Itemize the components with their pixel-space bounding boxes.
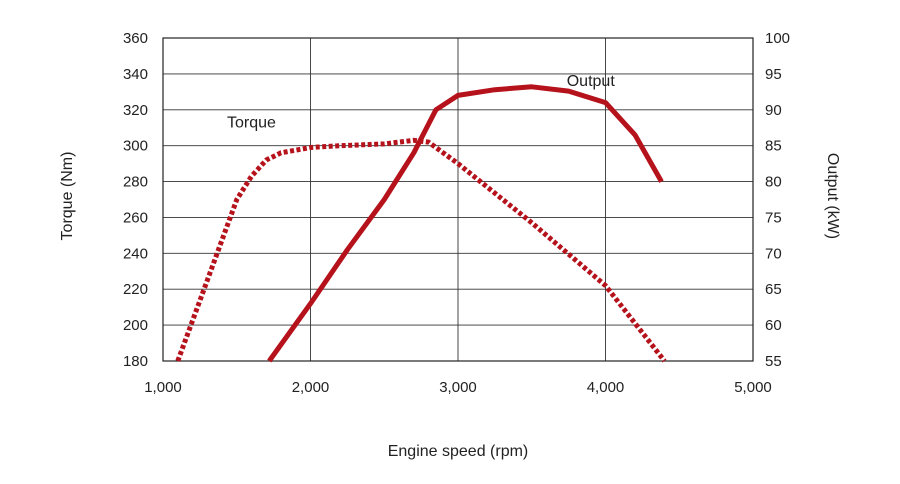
y-right-tick-label: 95 [765, 66, 782, 83]
y-right-tick-label: 75 [765, 209, 782, 226]
y-right-tick-label: 70 [765, 245, 782, 262]
x-tick-label: 3,000 [439, 379, 477, 396]
x-tick-label: 4,000 [587, 379, 625, 396]
y-left-tick-label: 340 [123, 66, 148, 83]
y-left-tick-label: 260 [123, 209, 148, 226]
y-left-tick-label: 300 [123, 138, 148, 155]
x-axis-label: Engine speed (rpm) [388, 443, 529, 460]
y-left-tick-label: 240 [123, 245, 148, 262]
y-axis-right-label: Output (kW) [824, 153, 841, 239]
y-left-tick-label: 360 [123, 30, 148, 47]
y-right-tick-label: 60 [765, 317, 782, 334]
output-series-label: Output [567, 73, 616, 90]
y-right-tick-label: 100 [765, 30, 790, 47]
x-tick-label: 2,000 [292, 379, 330, 396]
y-left-tick-label: 220 [123, 281, 148, 298]
y-left-tick-label: 320 [123, 102, 148, 119]
x-tick-label: 1,000 [144, 379, 182, 396]
tick-labels: 180 200 220 240 260 280 300 320 340 360 55 60 65 70 75… [123, 30, 790, 396]
y-right-tick-label: 80 [765, 174, 782, 191]
grid [162, 37, 754, 362]
y-left-tick-label: 280 [123, 174, 148, 191]
y-left-tick-label: 200 [123, 317, 148, 334]
y-left-tick-label: 180 [123, 353, 148, 370]
y-right-tick-label: 90 [765, 102, 782, 119]
y-right-tick-label: 65 [765, 281, 782, 298]
torque-series-line [175, 137, 667, 363]
y-right-tick-label: 55 [765, 353, 782, 370]
torque-series-label: Torque [227, 114, 276, 131]
plot-frame [162, 37, 754, 362]
series-layer [175, 84, 667, 363]
y-right-tick-label: 85 [765, 138, 782, 155]
x-tick-label: 5,000 [734, 379, 772, 396]
y-axis-left-label: Torque (Nm) [59, 152, 76, 241]
output-series-line [267, 84, 664, 363]
